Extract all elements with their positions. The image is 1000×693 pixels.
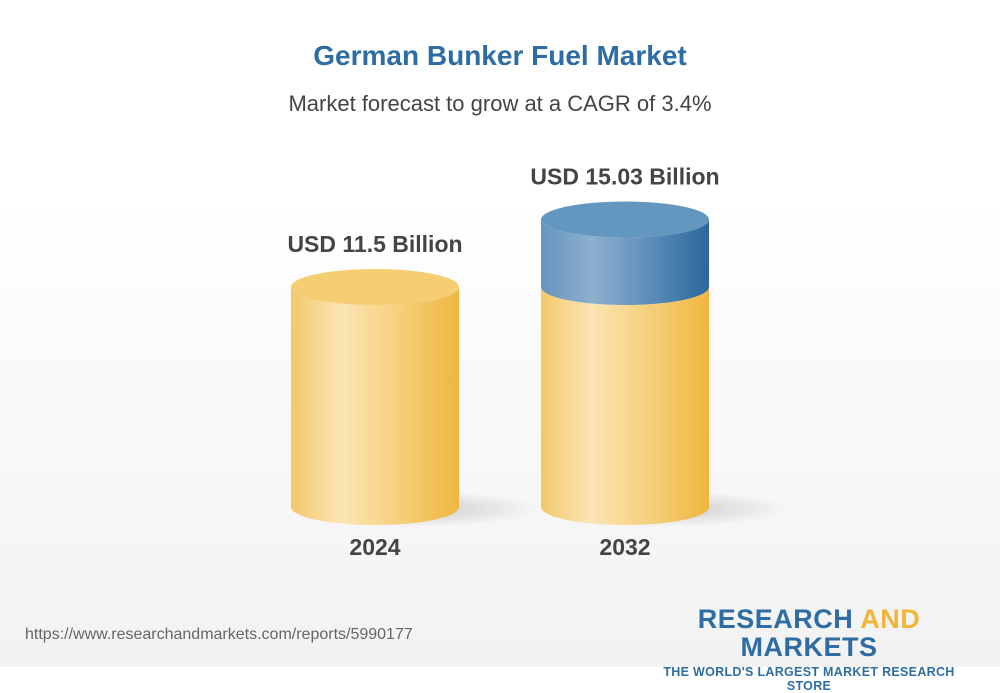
bar-base-2024 <box>291 287 459 525</box>
research-and-markets-logo: RESEARCH AND MARKETS THE WORLD'S LARGEST… <box>663 604 955 693</box>
data-label: USD 11.5 Billion <box>287 231 462 257</box>
bar-base-2032 <box>541 287 709 525</box>
chart-title: German Bunker Fuel Market <box>313 40 687 71</box>
bar-top <box>541 201 709 238</box>
bar-growth-2032 <box>541 219 709 306</box>
cylinder-chart: USD 11.5 Billion 2024 USD 15.03 Billion 203… <box>287 163 789 560</box>
category-label: 2024 <box>349 534 400 560</box>
category-label: 2032 <box>599 534 650 560</box>
data-label: USD 15.03 Billion <box>530 163 719 189</box>
source-url[interactable]: https://www.researchandmarkets.com/repor… <box>25 626 413 643</box>
bar-top <box>291 269 459 306</box>
chart-subtitle: Market forecast to grow at a CAGR of 3.4… <box>288 91 712 116</box>
